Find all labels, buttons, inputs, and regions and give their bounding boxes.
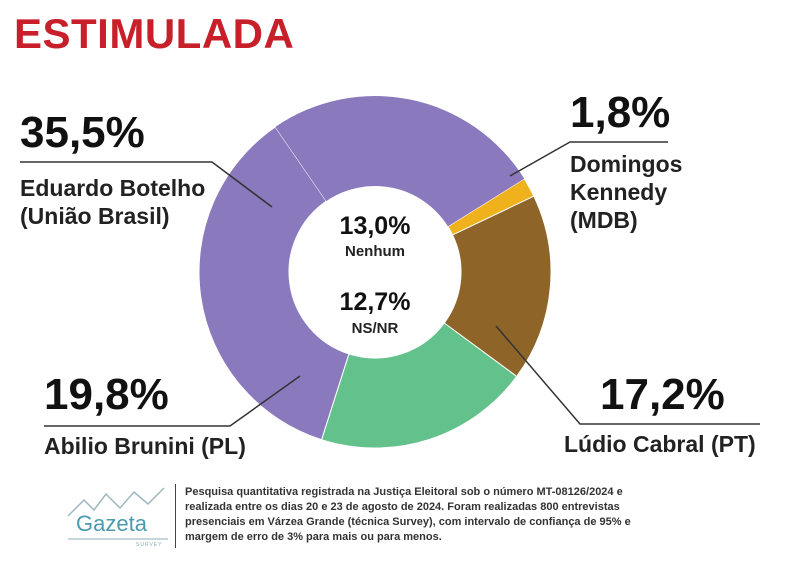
- center-label-nenhum: Nenhum: [345, 243, 405, 260]
- leader-cabral: [495, 325, 760, 425]
- center-label-nsnr: NS/NR: [351, 320, 399, 337]
- kennedy-party: (MDB): [570, 207, 638, 233]
- footnote-line3: presenciais em Várzea Grande (técnica Su…: [185, 516, 631, 528]
- donut-slice-3: [198, 126, 350, 441]
- slice-value-botelho: 35,5%: [20, 108, 145, 157]
- footnote-divider: [175, 484, 176, 548]
- leader-botelho: [20, 161, 273, 208]
- footnote-line4: margem de erro de 3% para mais ou para m…: [185, 531, 442, 543]
- leader-kennedy: [509, 141, 668, 177]
- center-value-nsnr: 12,7%: [339, 288, 411, 316]
- gazeta-logo-sub: SURVEY: [136, 542, 163, 548]
- footnote-line2: realizada entre os dias 20 e 23 de agost…: [185, 501, 620, 513]
- footnote: Pesquisa quantitativa registrada na Just…: [185, 485, 675, 545]
- donut-slice-1: [443, 195, 552, 378]
- slice-value-kennedy: 1,8%: [570, 88, 671, 137]
- slice-label-kennedy: Domingos Kennedy (MDB): [570, 150, 682, 234]
- chart-title: ESTIMULADA: [14, 10, 295, 57]
- botelho-party: (União Brasil): [20, 203, 170, 229]
- gazeta-logo-graphic: [67, 487, 168, 540]
- slice-label-cabral: Lúdio Cabral (PT): [564, 431, 756, 457]
- botelho-name: Eduardo Botelho: [20, 175, 206, 201]
- kennedy-line2: Kennedy: [570, 179, 668, 205]
- gazeta-logo-text: Gazeta: [76, 511, 147, 536]
- center-value-nenhum: 13,0%: [339, 212, 411, 240]
- donut-slice-remainder: [275, 95, 525, 227]
- footnote-line1: Pesquisa quantitativa registrada na Just…: [185, 486, 623, 498]
- kennedy-line1: Domingos: [570, 151, 683, 177]
- slice-label-botelho: Eduardo Botelho (União Brasil): [20, 174, 205, 230]
- slice-value-cabral: 17,2%: [600, 370, 725, 419]
- leader-brunini: [44, 375, 301, 427]
- donut-slice-2: [320, 322, 518, 449]
- slice-value-brunini: 19,8%: [44, 370, 169, 419]
- slice-label-brunini: Abilio Brunini (PL): [44, 433, 246, 459]
